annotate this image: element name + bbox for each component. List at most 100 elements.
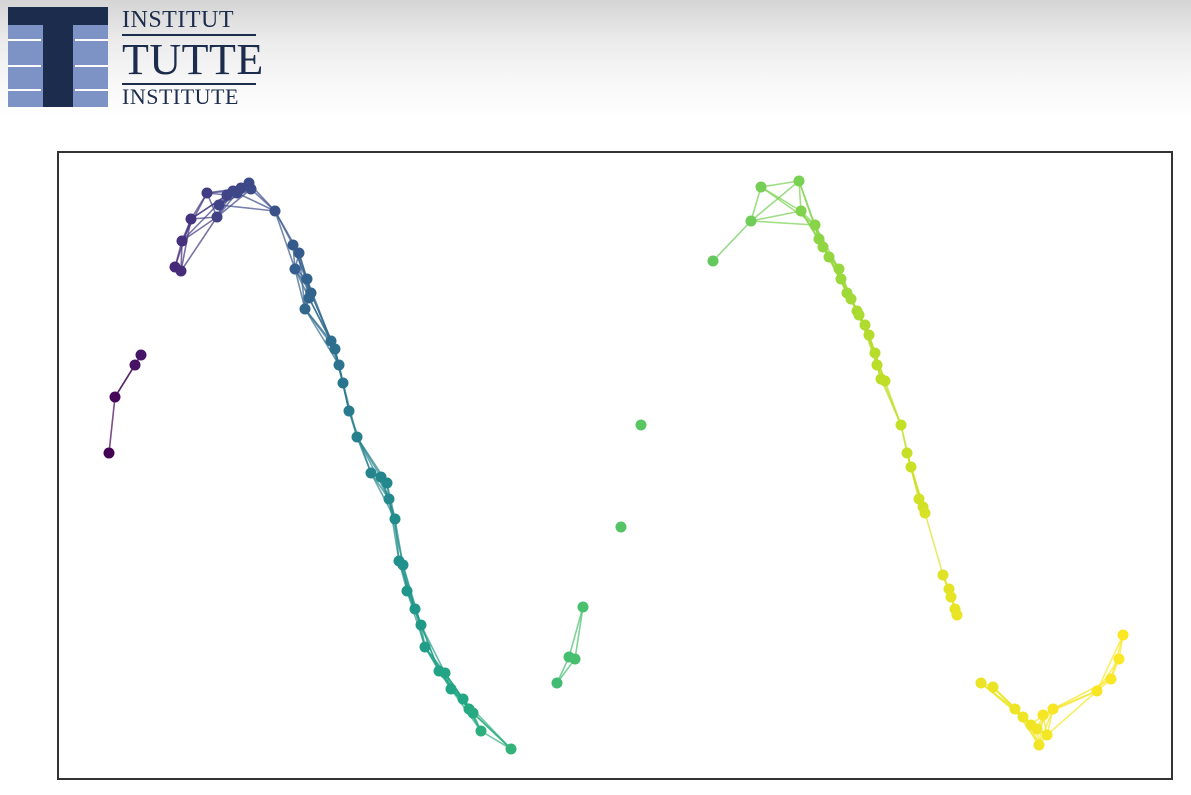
graph-node (301, 273, 313, 285)
graph-edge (294, 268, 306, 310)
graph-node (577, 601, 589, 613)
graph-node (269, 205, 281, 217)
graph-node (409, 603, 421, 615)
graph-edge (924, 512, 944, 576)
graph-edge (218, 204, 276, 212)
graph-edge (274, 210, 296, 270)
graph-node (211, 211, 223, 223)
logo-rule-top (122, 34, 256, 36)
logo-line-institut: INSTITUT (122, 7, 234, 33)
graph-node (1037, 709, 1049, 721)
graph-edge (750, 180, 800, 222)
graph-edge (304, 308, 340, 366)
graph-node (401, 585, 413, 597)
graph-node (293, 247, 305, 259)
graph-node (201, 187, 213, 199)
graph-node (817, 241, 829, 253)
graph-edge (420, 624, 446, 674)
graph-edge (760, 180, 800, 188)
graph-edge (712, 220, 752, 262)
graph-node (103, 447, 115, 459)
header-band (0, 0, 1191, 120)
graph-node (457, 693, 469, 705)
graph-node (745, 215, 757, 227)
graph-node (185, 213, 197, 225)
graph-node (289, 263, 301, 275)
graph-node (1017, 711, 1029, 723)
graph-node (707, 255, 719, 267)
graph-node (833, 263, 845, 275)
graph-node (343, 405, 355, 417)
graph-node (1031, 723, 1043, 735)
graph-node (329, 343, 341, 355)
graph-edge (884, 380, 902, 426)
graph-node (1047, 703, 1059, 715)
graph-node (635, 419, 647, 431)
graph-node (351, 431, 363, 443)
graph-node (1113, 653, 1125, 665)
graph-node (871, 359, 883, 371)
graph-node (129, 359, 141, 371)
graph-node (505, 743, 517, 755)
graph-node (615, 521, 627, 533)
graph-edge (181, 216, 218, 242)
graph-edge (1046, 690, 1098, 736)
graph-node (176, 235, 188, 247)
graph-node (869, 347, 881, 359)
graph-node (303, 292, 315, 304)
graph-node (1033, 739, 1045, 751)
graph-node (795, 205, 807, 217)
graph-node (287, 239, 299, 251)
logo-line-institute: INSTITUTE (122, 84, 239, 109)
graph-node (299, 303, 311, 315)
graph-edge (750, 210, 802, 222)
graph-node (175, 265, 187, 277)
graph-node (467, 707, 479, 719)
graph-node (135, 349, 147, 361)
graph-node (109, 391, 121, 403)
graph-edge (574, 606, 584, 660)
node-layer (103, 175, 1129, 755)
graph-edge (480, 730, 512, 750)
graph-node (389, 513, 401, 525)
graph-edge (750, 220, 816, 226)
graph-node (231, 187, 243, 199)
graph-node (415, 619, 427, 631)
graph-node (1091, 685, 1103, 697)
graph-edge (216, 188, 252, 218)
graph-node (879, 375, 891, 387)
graph-edge (1096, 634, 1124, 692)
graph-node (1009, 703, 1021, 715)
graph-node (863, 329, 875, 341)
graph-node (397, 559, 409, 571)
logo-line-tutte: TUTTE (122, 35, 264, 84)
graph-edge (236, 192, 276, 212)
graph-edge (472, 712, 512, 750)
graph-node (213, 199, 225, 211)
graph-node (755, 181, 767, 193)
graph-node (569, 653, 581, 665)
graph-node (365, 467, 377, 479)
graph-node (381, 477, 393, 489)
graph-node (987, 681, 999, 693)
graph-node (823, 251, 835, 263)
graph-node (951, 609, 963, 621)
tutte-institute-logo: INSTITUT TUTTE INSTITUTE (8, 7, 263, 111)
graph-node (1117, 629, 1129, 641)
graph-node (859, 319, 871, 331)
graph-node (901, 447, 913, 459)
graph-node (475, 725, 487, 737)
graph-node (439, 667, 451, 679)
logo-rule-bottom (122, 83, 256, 85)
graph-node (383, 493, 395, 505)
graph-edge (180, 216, 218, 272)
graph-node (419, 641, 431, 653)
plot-frame (57, 151, 1173, 780)
graph-node (445, 683, 457, 695)
graph-node (895, 419, 907, 431)
graph-edge (108, 396, 116, 454)
graph-node (845, 293, 857, 305)
edge-layer (108, 180, 1124, 750)
graph-node (905, 461, 917, 473)
graph-node (1041, 729, 1053, 741)
